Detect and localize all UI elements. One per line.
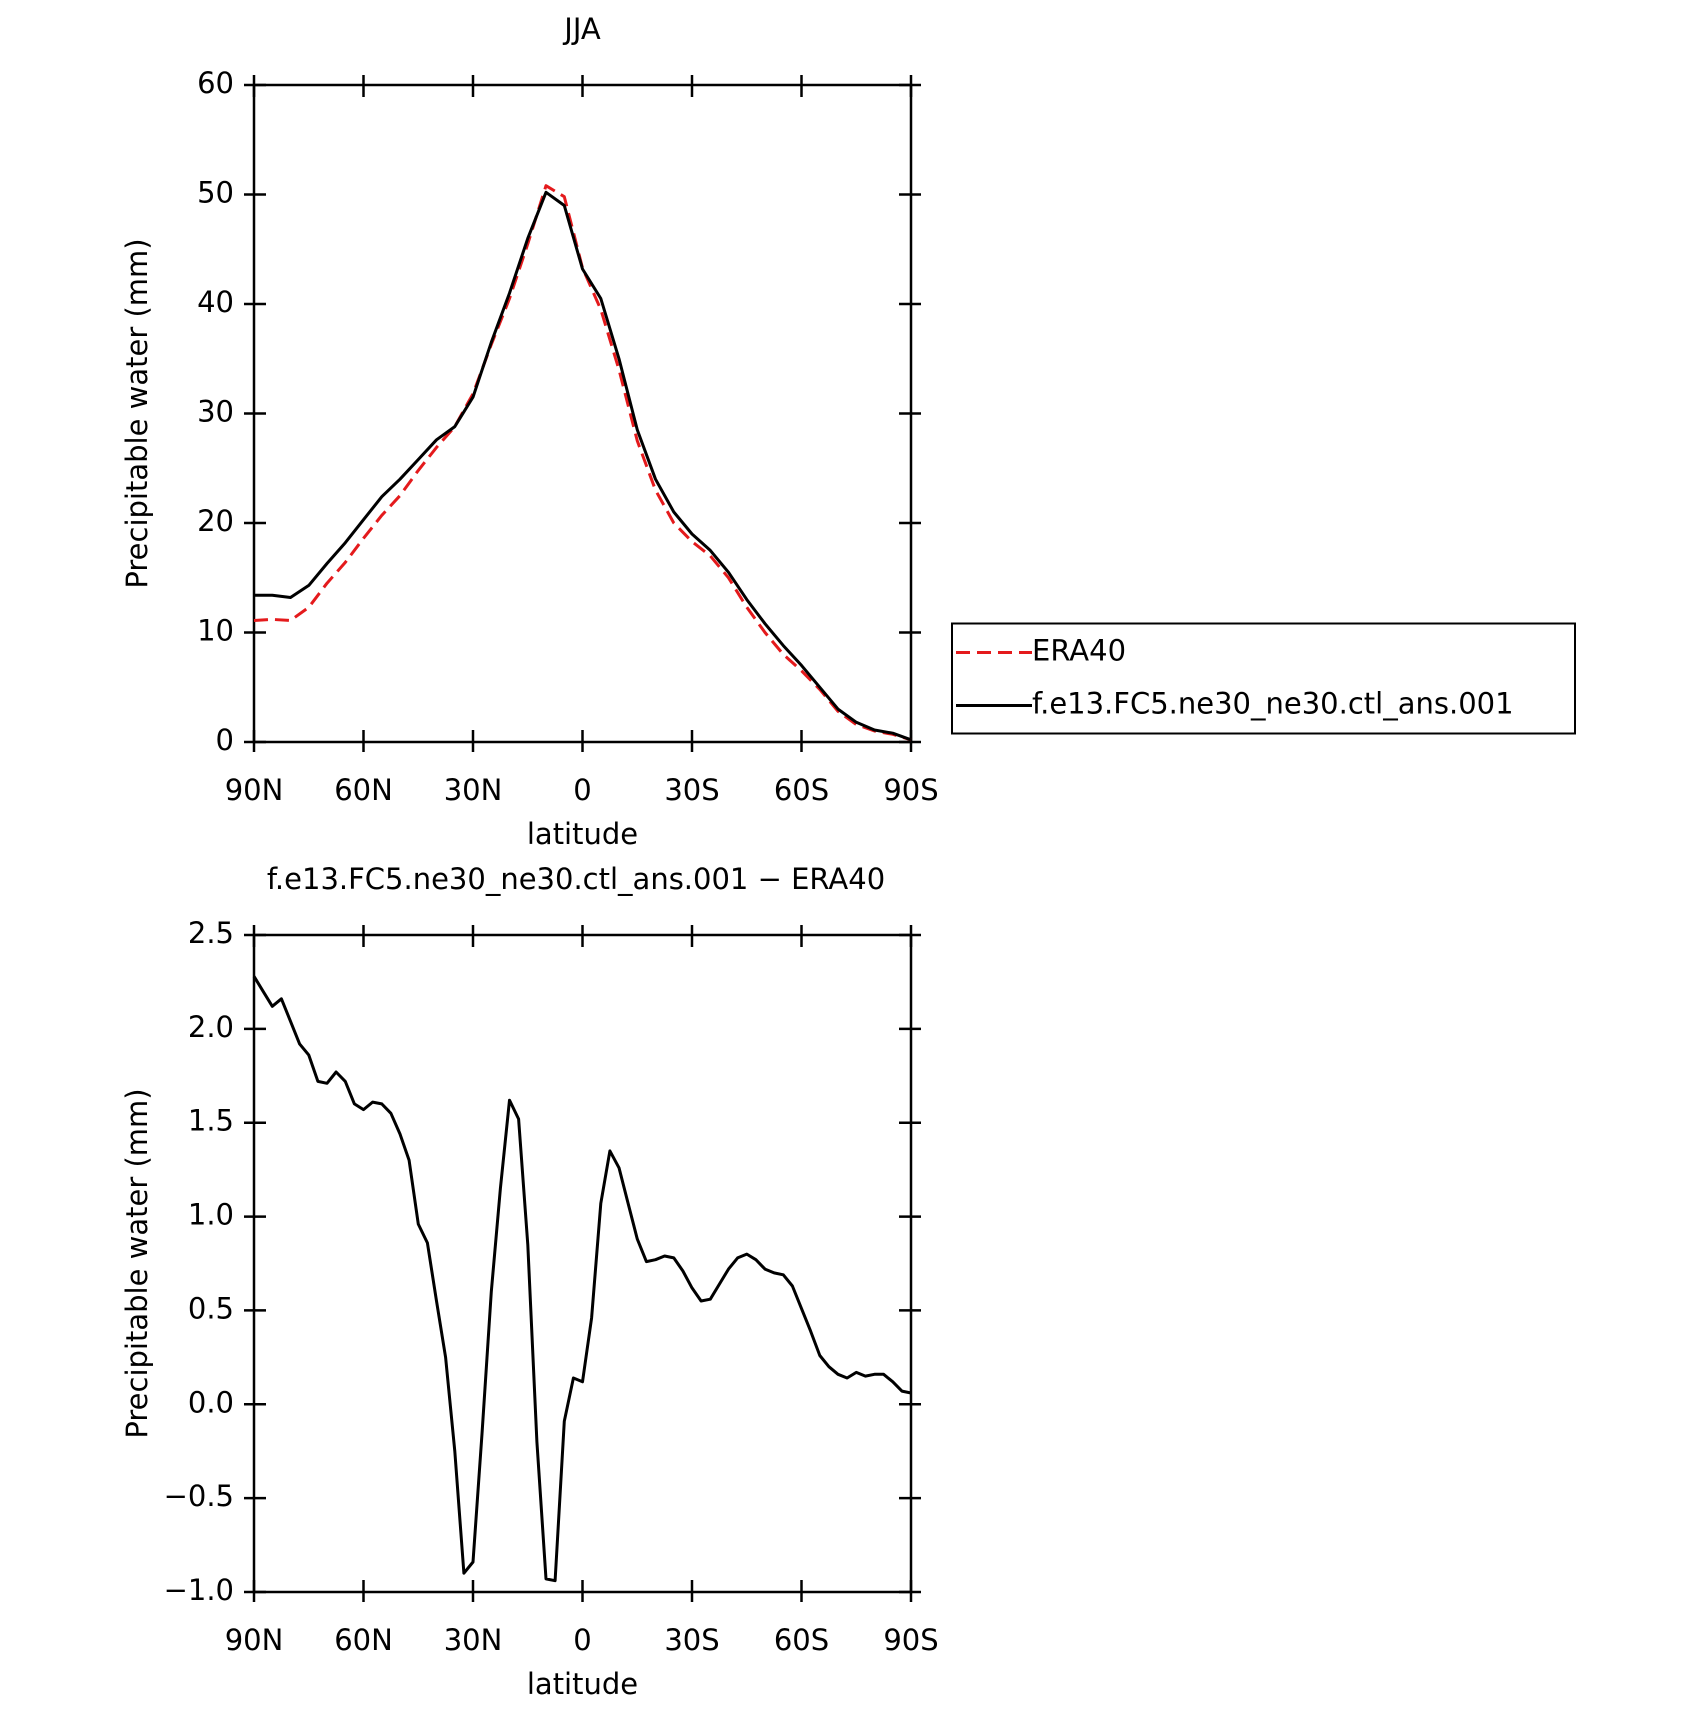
y-tick-label: 60 xyxy=(197,66,234,100)
x-tick-label: 30S xyxy=(664,773,719,807)
x-axis-label: latitude xyxy=(527,1667,638,1701)
x-tick-label: 90S xyxy=(883,1623,938,1657)
x-tick-label: 60S xyxy=(774,773,829,807)
y-tick-label: 0.0 xyxy=(188,1385,234,1419)
y-axis-label: Precipitable water (mm) xyxy=(120,238,154,588)
x-tick-label: 60N xyxy=(334,773,393,807)
y-tick-label: 2.5 xyxy=(188,916,234,950)
x-tick-label: 60N xyxy=(334,1623,393,1657)
x-tick-label: 90N xyxy=(225,1623,284,1657)
x-tick-label: 90S xyxy=(883,773,938,807)
data-line xyxy=(254,190,912,742)
chart-title: JJA xyxy=(562,12,601,46)
data-line xyxy=(253,184,912,742)
y-tick-label: 1.5 xyxy=(188,1104,234,1138)
y-tick-label: 50 xyxy=(197,176,234,210)
y-tick-label: 30 xyxy=(197,395,234,429)
y-tick-label: −0.5 xyxy=(164,1479,234,1513)
plot-frame xyxy=(252,933,913,1594)
y-tick-label: 40 xyxy=(197,285,234,319)
x-tick-label: 30N xyxy=(444,773,503,807)
y-tick-label: 2.0 xyxy=(188,1010,234,1044)
legend-label: f.e13.FC5.ne30_ne30.ctl_ans.001 xyxy=(1032,687,1514,721)
legend-label: ERA40 xyxy=(1032,634,1126,668)
chart-title: f.e13.FC5.ne30_ne30.ctl_ans.001 − ERA40 xyxy=(267,862,885,896)
x-tick-label: 0 xyxy=(573,773,591,807)
x-tick-label: 0 xyxy=(573,1623,591,1657)
data-line xyxy=(252,975,912,1583)
x-axis-label: latitude xyxy=(527,817,638,851)
y-tick-label: 0 xyxy=(216,723,234,757)
y-tick-label: 1.0 xyxy=(188,1198,234,1232)
x-tick-label: 90N xyxy=(225,773,284,807)
y-axis-label: Precipitable water (mm) xyxy=(120,1088,154,1438)
x-tick-label: 30N xyxy=(444,1623,503,1657)
plot-frame xyxy=(252,83,913,744)
y-tick-label: −1.0 xyxy=(164,1573,234,1607)
y-tick-label: 20 xyxy=(197,504,234,538)
y-tick-label: 0.5 xyxy=(188,1291,234,1325)
y-tick-label: 10 xyxy=(197,614,234,648)
x-tick-label: 30S xyxy=(664,1623,719,1657)
legend-box xyxy=(951,622,1576,735)
x-tick-label: 60S xyxy=(774,1623,829,1657)
